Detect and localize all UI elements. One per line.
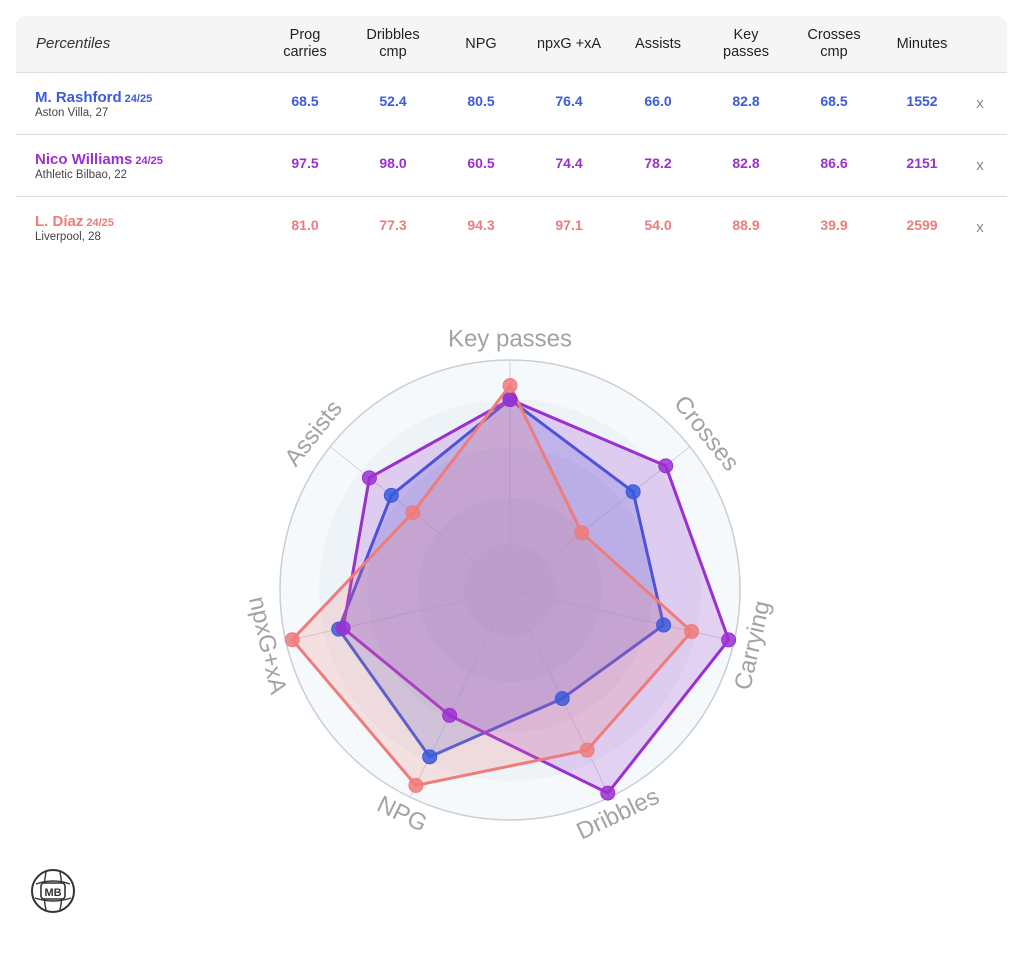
stat-value: 97.1 [555, 217, 583, 233]
radar-point [579, 742, 595, 758]
player-season: 24/25 [86, 217, 114, 229]
player-team: Aston Villa, 27 [35, 107, 109, 119]
stat-value: 97.5 [291, 155, 319, 171]
player-name-text: L. Díaz [35, 213, 84, 230]
player-season: 24/25 [135, 155, 163, 167]
radar-point [554, 691, 570, 707]
col-header-dribbles-cmp: Dribbles cmp [366, 27, 420, 60]
radar-point [574, 525, 590, 541]
player-name-text: Nico Williams [35, 151, 133, 168]
table-header: Percentiles Prog carries Dribbles cmp NPG … [16, 16, 1007, 73]
radar-point [335, 620, 351, 636]
stat-value: 81.0 [291, 217, 319, 233]
stat-value: 39.9 [820, 217, 848, 233]
percentiles-table: Percentiles Prog carries Dribbles cmp NPG … [16, 16, 1007, 258]
col-header-crosses-cmp: Crosses cmp [807, 27, 861, 60]
stat-value: 82.8 [732, 155, 760, 171]
stat-value: 88.9 [732, 217, 760, 233]
radar-point [405, 505, 421, 521]
stat-value: 1552 [906, 93, 938, 109]
radar-point [625, 484, 641, 500]
col-header-minutes: Minutes [896, 35, 948, 52]
radar-spoke [329, 446, 511, 591]
player-team: Athletic Bilbao, 22 [35, 169, 128, 181]
table-row: L. Díaz 24/25 Liverpool, 28 81.0 77.3 94.3 97.… [16, 197, 1007, 258]
radar-series-area [337, 398, 666, 759]
stat-value: 77.3 [379, 217, 407, 233]
player-team: Liverpool, 28 [35, 231, 101, 243]
stat-value: 76.4 [555, 93, 583, 109]
radar-point [442, 707, 458, 723]
radar-axis-label: Key passes [448, 325, 572, 352]
radar-point [408, 777, 424, 793]
table-row: Nico Williams 24/25 Athletic Bilbao, 22 97.… [16, 135, 1007, 197]
logo-text: MB [44, 887, 61, 899]
radar-point [684, 623, 700, 639]
radar-point [422, 749, 438, 765]
player-rows: M. Rashford 24/25 Aston Villa, 27 68.5 52.4 8… [16, 73, 1007, 258]
radar-point [656, 617, 672, 633]
remove-player-button[interactable]: x [976, 157, 984, 174]
player-name-text: M. Rashford [35, 89, 122, 106]
col-header-prog-carries: Prog carries [283, 27, 327, 60]
table-row: M. Rashford 24/25 Aston Villa, 27 68.5 52.4 8… [16, 73, 1007, 135]
stat-value: 54.0 [644, 217, 672, 233]
radar-point [383, 487, 399, 503]
radar-point [502, 392, 518, 408]
stat-value: 52.4 [379, 93, 407, 109]
player-season: 24/25 [124, 93, 153, 105]
stat-value: 2599 [906, 217, 938, 233]
stat-value: 66.0 [644, 93, 672, 109]
stat-value: 2151 [906, 155, 938, 171]
radar-series-area [290, 384, 694, 787]
radar-point [502, 378, 518, 394]
col-header-npxg-xa: npxG +xA [536, 35, 602, 52]
header-label: Percentiles [36, 35, 111, 52]
remove-player-button[interactable]: x [976, 95, 984, 112]
stat-value: 82.8 [732, 93, 760, 109]
radar-point [721, 632, 737, 648]
stat-value: 98.0 [379, 155, 407, 171]
logo-icon: MB [31, 869, 75, 913]
stat-value: 60.5 [467, 155, 495, 171]
col-header-assists: Assists [635, 35, 681, 52]
col-header-npg: NPG [465, 35, 497, 52]
stat-value: 86.6 [820, 155, 848, 171]
radar-point [658, 458, 674, 474]
stat-value: 80.5 [467, 93, 495, 109]
radar-spoke [509, 446, 691, 591]
radar-point [284, 632, 300, 648]
col-header-key-passes: Key passes [723, 27, 769, 60]
radar-spoke [285, 589, 511, 642]
stat-value: 78.2 [644, 155, 672, 171]
player-name[interactable]: L. Díaz 24/25 [35, 213, 114, 230]
stat-value: 74.4 [555, 155, 583, 171]
radar-point [361, 470, 377, 486]
stat-value: 68.5 [291, 93, 319, 109]
radar-point [600, 785, 616, 801]
stat-value: 68.5 [820, 93, 848, 109]
player-name[interactable]: M. Rashford 24/25 [35, 89, 152, 106]
remove-player-button[interactable]: x [976, 219, 984, 236]
stat-value: 94.3 [467, 217, 495, 233]
player-name[interactable]: Nico Williams 24/25 [35, 151, 163, 168]
